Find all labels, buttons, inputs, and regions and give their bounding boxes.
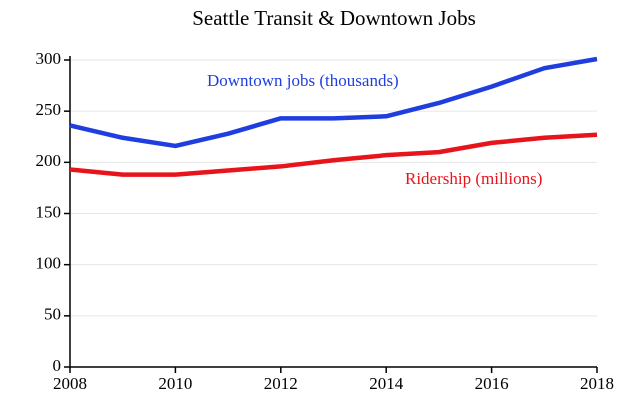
y-tick-label: 50 — [44, 305, 61, 324]
x-tick-label: 2014 — [369, 374, 404, 393]
chart-title: Seattle Transit & Downtown Jobs — [192, 6, 476, 30]
x-tick-label: 2008 — [53, 374, 87, 393]
y-tick-label: 300 — [36, 49, 62, 68]
y-tick-label: 200 — [36, 151, 62, 170]
y-tick-label: 150 — [36, 202, 62, 221]
y-tick-label: 100 — [36, 254, 62, 273]
series-line — [69, 132, 598, 177]
x-tick-label: 2010 — [158, 374, 192, 393]
x-tick-label: 2012 — [264, 374, 298, 393]
series-label: Downtown jobs (thousands) — [207, 71, 399, 90]
x-tick-label: 2016 — [475, 374, 509, 393]
series-line — [69, 56, 598, 149]
x-tick-label: 2018 — [580, 374, 614, 393]
y-tick-label: 250 — [36, 100, 62, 119]
series-label: Ridership (millions) — [405, 169, 542, 188]
y-tick-label: 0 — [53, 356, 62, 375]
